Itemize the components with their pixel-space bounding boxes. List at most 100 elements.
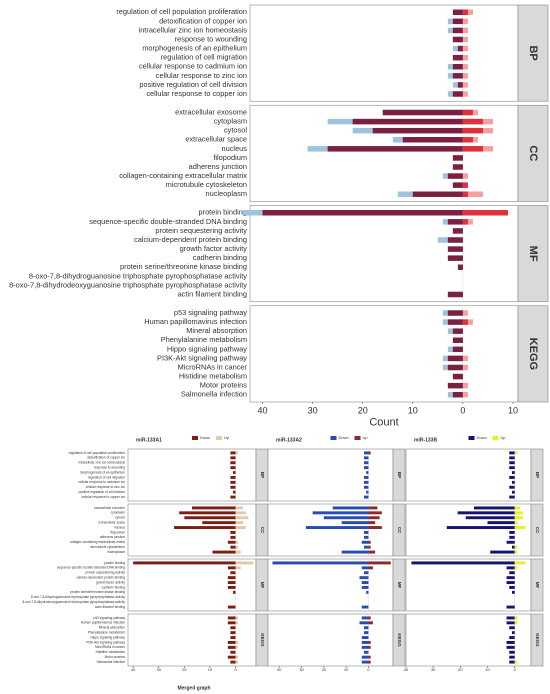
facet-label: BP <box>260 472 265 478</box>
bar <box>366 490 369 494</box>
bar <box>363 571 369 575</box>
bar <box>509 655 515 659</box>
panel <box>127 448 257 502</box>
bar <box>457 264 463 270</box>
facet-label: KEGG <box>527 338 539 370</box>
bar <box>506 645 515 649</box>
bar <box>514 621 518 625</box>
bar <box>230 461 236 465</box>
bar <box>462 173 468 179</box>
y-tick-label: collagen-containing extracellular matrix <box>70 540 126 544</box>
bar <box>361 616 369 620</box>
bar <box>462 127 483 134</box>
y-tick-label: extracellular exosome <box>175 107 247 116</box>
bar <box>452 346 463 353</box>
y-tick-label: protein serine/threonine kinase binding <box>70 590 125 594</box>
bar <box>230 545 236 549</box>
y-tick-label: detoxification of copper ion <box>159 16 247 25</box>
bar <box>462 73 468 79</box>
x-tick-label: 10 <box>485 667 490 672</box>
bar <box>232 490 236 494</box>
facet-label: CC <box>397 527 402 534</box>
y-tick-label: cytoplasm <box>214 117 247 126</box>
facet-strip <box>392 448 406 502</box>
bar <box>368 516 380 520</box>
y-tick-label: cytosol <box>224 126 247 135</box>
bar <box>509 475 515 479</box>
bar <box>514 660 518 664</box>
legend-label: Down <box>477 435 487 440</box>
x-tick-label: 20 <box>358 405 368 415</box>
bar <box>506 576 515 580</box>
facet-strip <box>392 613 406 667</box>
bar <box>506 581 515 585</box>
bar <box>230 571 236 575</box>
bar <box>235 521 244 525</box>
panel-title: miR-133B <box>414 437 437 443</box>
bar <box>462 191 483 197</box>
bar <box>462 54 468 61</box>
facet-strip <box>517 205 549 303</box>
y-tick-label: microtubule cytoskeleton <box>90 545 125 549</box>
bar <box>230 660 236 664</box>
x-tick-label: 0 <box>367 667 370 672</box>
panel <box>267 448 394 502</box>
bar <box>359 621 369 625</box>
bar <box>262 210 463 216</box>
y-tick-label: collagen-containing extracellular matrix <box>119 171 247 180</box>
bar <box>368 561 391 565</box>
bar <box>202 521 236 525</box>
y-tick-label: protein binding <box>199 208 248 217</box>
bar <box>363 545 369 549</box>
bar <box>509 650 515 654</box>
bar <box>230 456 236 460</box>
y-tick-label: detoxification of copper ion <box>87 456 125 460</box>
bar <box>361 605 369 609</box>
facet-strip <box>517 4 549 102</box>
y-tick-label: MicroRNAs in cancer <box>178 362 248 371</box>
legend-label: Up <box>501 435 507 440</box>
bar <box>462 191 468 197</box>
bar <box>509 485 515 489</box>
bar <box>447 173 463 179</box>
bar <box>511 480 515 484</box>
caption: Merged graph <box>177 685 210 691</box>
y-tick-label: regulation of cell population proliferat… <box>116 7 247 16</box>
y-tick-label: 8-oxo-7,8-dihydrodeoxyguanosine triphosp… <box>22 600 125 604</box>
facet-strip <box>392 558 406 612</box>
x-tick-label: 10 <box>208 667 213 672</box>
bar <box>452 54 463 61</box>
bar <box>174 526 236 530</box>
y-tick-label: cellular response to copper ion <box>82 495 126 499</box>
bar <box>452 64 463 70</box>
bar <box>462 27 468 34</box>
facet-label: KEGG <box>260 633 265 647</box>
bar <box>363 485 369 489</box>
bar <box>447 355 463 362</box>
x-tick-label: 30 <box>299 667 304 672</box>
bar <box>363 535 369 539</box>
facet-label: MF <box>535 582 540 589</box>
bar <box>452 373 463 380</box>
bar <box>514 511 523 515</box>
bar <box>312 511 369 515</box>
bar <box>447 219 463 225</box>
bar <box>447 237 463 243</box>
bar <box>235 566 241 570</box>
x-tick-label: 20 <box>182 667 187 672</box>
y-tick-label: Phenylalanine metabolism <box>88 630 126 634</box>
panel-title: miR-133A1 <box>136 437 162 443</box>
bar <box>511 590 515 594</box>
x-tick-label: 40 <box>277 667 282 672</box>
bar <box>368 660 371 664</box>
bar <box>511 545 515 549</box>
legend-swatch <box>354 436 361 440</box>
y-tick-label: MicroRNAs in cancer <box>95 645 126 649</box>
legend-swatch <box>468 436 475 440</box>
y-tick-label: intracellular zinc ion homeostasis <box>139 25 248 34</box>
bar <box>363 451 369 455</box>
facet-label: BP <box>535 472 540 478</box>
facet-strip <box>530 448 544 502</box>
y-tick-label: regulation of cell migration <box>88 475 125 479</box>
bar <box>509 585 515 589</box>
